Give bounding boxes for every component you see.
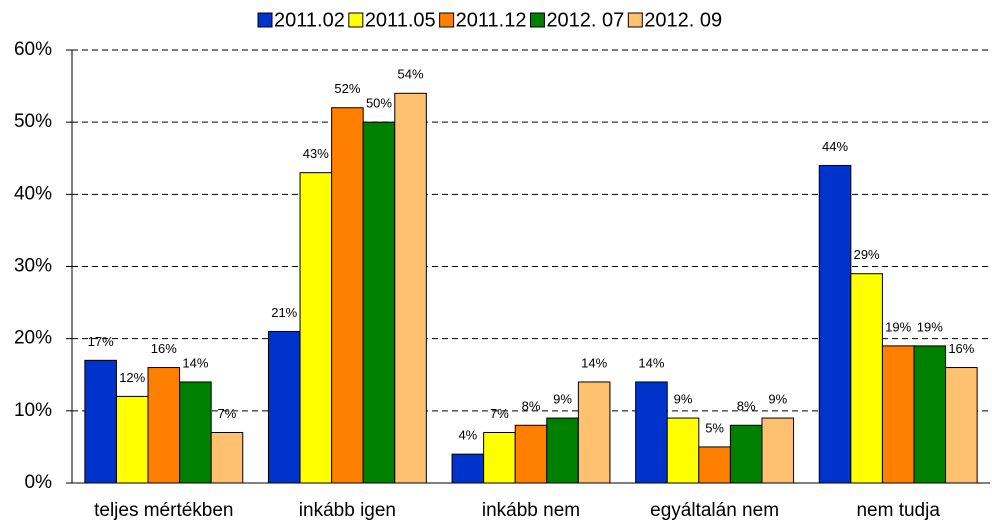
legend-label: 2011.05 — [365, 9, 436, 31]
value-label: 52% — [334, 81, 360, 96]
x-tick-label: teljes mértékben — [94, 500, 233, 521]
y-tick-label: 50% — [14, 111, 52, 132]
legend-label: 2011.02 — [274, 9, 345, 31]
y-tick-label: 40% — [14, 183, 52, 204]
value-label: 14% — [182, 355, 208, 370]
bar — [115, 395, 149, 484]
bar — [394, 92, 427, 484]
legend-swatch — [529, 12, 545, 28]
value-label: 50% — [366, 96, 392, 111]
y-tick-label: 10% — [14, 400, 52, 421]
value-label: 7% — [490, 406, 509, 421]
value-label: 54% — [398, 67, 424, 82]
legend-swatch — [439, 12, 455, 28]
value-label: 14% — [581, 355, 607, 370]
value-label: 9% — [553, 391, 572, 406]
bar — [913, 345, 947, 484]
bar — [729, 424, 763, 484]
x-tick-label: egyáltalán nem — [650, 500, 779, 521]
bar — [818, 164, 852, 484]
bar — [362, 121, 396, 484]
bar — [945, 367, 978, 484]
x-tick-label: inkább nem — [482, 500, 580, 521]
bar — [147, 367, 181, 484]
x-tick-label: inkább igen — [299, 500, 396, 521]
value-label: 8% — [522, 399, 541, 414]
value-label: 21% — [271, 305, 297, 320]
bar — [179, 381, 212, 484]
bar — [698, 446, 731, 484]
y-tick-label: 20% — [14, 328, 52, 349]
bar — [666, 417, 700, 484]
value-label: 29% — [854, 247, 880, 262]
bar — [331, 107, 364, 484]
bar — [850, 273, 883, 484]
value-label: 14% — [638, 355, 664, 370]
value-label: 5% — [705, 420, 724, 435]
bar — [483, 431, 516, 484]
value-label: 17% — [88, 334, 114, 349]
bar — [881, 345, 915, 484]
bar — [546, 417, 579, 484]
bar — [514, 424, 548, 484]
y-tick-label: 30% — [14, 256, 52, 277]
value-label: 44% — [822, 139, 848, 154]
y-tick-label: 0% — [25, 472, 53, 493]
bar — [267, 330, 301, 484]
legend-swatch — [257, 12, 273, 28]
bar — [635, 381, 668, 484]
value-label: 8% — [737, 399, 756, 414]
bar — [84, 359, 117, 484]
legend-label: 2011.12 — [456, 9, 527, 31]
value-label: 4% — [458, 428, 477, 443]
y-tick-label: 60% — [14, 39, 52, 60]
value-label: 19% — [885, 319, 911, 334]
bar — [451, 453, 485, 484]
bar — [210, 431, 244, 484]
value-label: 9% — [768, 391, 787, 406]
x-tick-label: nem tudja — [856, 500, 940, 521]
legend-label: 2012. 09 — [644, 9, 722, 31]
bar — [761, 417, 795, 484]
value-label: 43% — [303, 146, 329, 161]
value-label: 16% — [948, 341, 974, 356]
legend-label: 2012. 07 — [546, 9, 624, 31]
value-label: 12% — [119, 370, 145, 385]
legend-swatch — [348, 12, 364, 28]
legend-swatch — [627, 12, 643, 28]
value-label: 16% — [151, 341, 177, 356]
value-label: 9% — [674, 391, 693, 406]
bar — [299, 172, 333, 484]
bar — [577, 381, 611, 484]
value-label: 7% — [218, 406, 237, 421]
value-label: 19% — [917, 319, 943, 334]
